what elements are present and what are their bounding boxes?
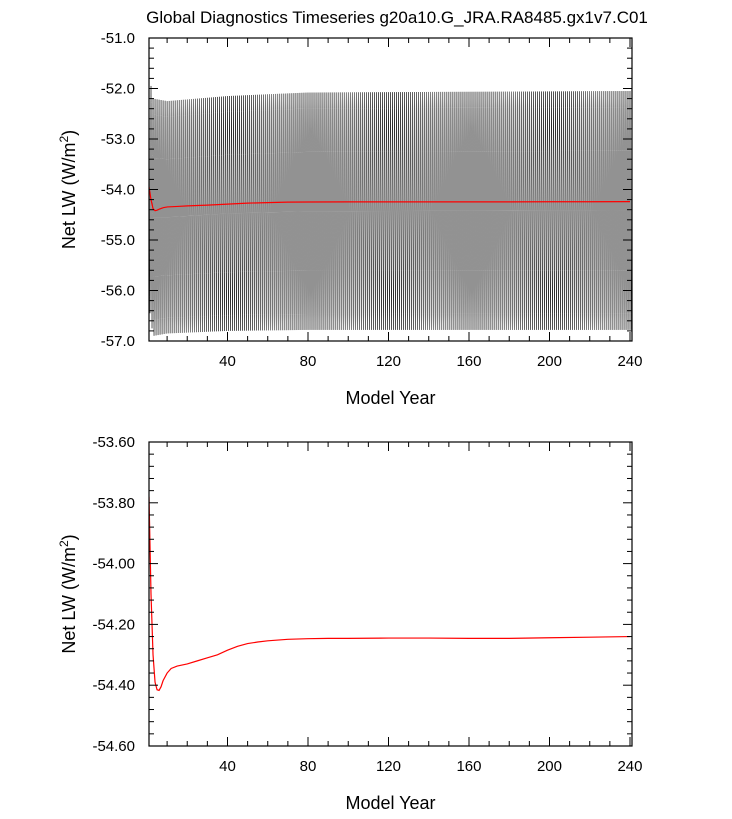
y-tick-label: -53.0 (101, 131, 135, 148)
x-tick-label: 120 (376, 353, 401, 370)
y-tick-label: -52.0 (101, 81, 135, 98)
annual-mean-line (149, 186, 630, 212)
y-tick-label: -53.80 (92, 495, 135, 512)
y-tick-label: -54.0 (101, 182, 135, 199)
x-tick-label: 200 (537, 758, 562, 775)
y-tick-label: -55.0 (101, 232, 135, 249)
y-tick-label: -56.0 (101, 283, 135, 300)
x-tick-label: 240 (617, 758, 642, 775)
bottom-panel: 40 80 120 160 200 240 -54.60 -54.40 -54.20 -54.00… (57, 434, 643, 813)
y-tick-label: -54.20 (92, 616, 135, 633)
x-tick-label: 80 (300, 353, 317, 370)
x-axis-label: Model Year (345, 793, 435, 813)
x-tick-label: 240 (617, 353, 642, 370)
y-tick-label: -54.60 (92, 738, 135, 755)
x-tick-label: 160 (456, 758, 481, 775)
x-tick-label: 40 (219, 353, 236, 370)
y-tick-label: -54.40 (92, 677, 135, 694)
figure-title: Global Diagnostics Timeseries g20a10.G_J… (146, 8, 648, 27)
x-tick-label: 40 (219, 758, 236, 775)
y-tick-label: -54.00 (92, 556, 135, 573)
x-tick-label: 160 (456, 353, 481, 370)
top-panel: 40 80 120 160 200 240 -57.0 -56.0 -55.0 -54.0 -53.… (57, 30, 643, 408)
y-tick-label: -57.0 (101, 333, 135, 350)
y-axis-label: Net LW (W/m2) (57, 534, 79, 653)
plot-frame (148, 37, 633, 342)
y-tick-label: -51.0 (101, 30, 135, 47)
plot-frame (148, 441, 633, 747)
monthly-series-line (149, 73, 632, 336)
x-tick-label: 120 (376, 758, 401, 775)
annual-mean-line (149, 496, 630, 692)
y-tick-label: -53.60 (92, 434, 135, 451)
x-tick-label: 80 (300, 758, 317, 775)
x-tick-label: 200 (537, 353, 562, 370)
x-axis-label: Model Year (345, 388, 435, 408)
y-axis-label: Net LW (W/m2) (57, 130, 79, 249)
